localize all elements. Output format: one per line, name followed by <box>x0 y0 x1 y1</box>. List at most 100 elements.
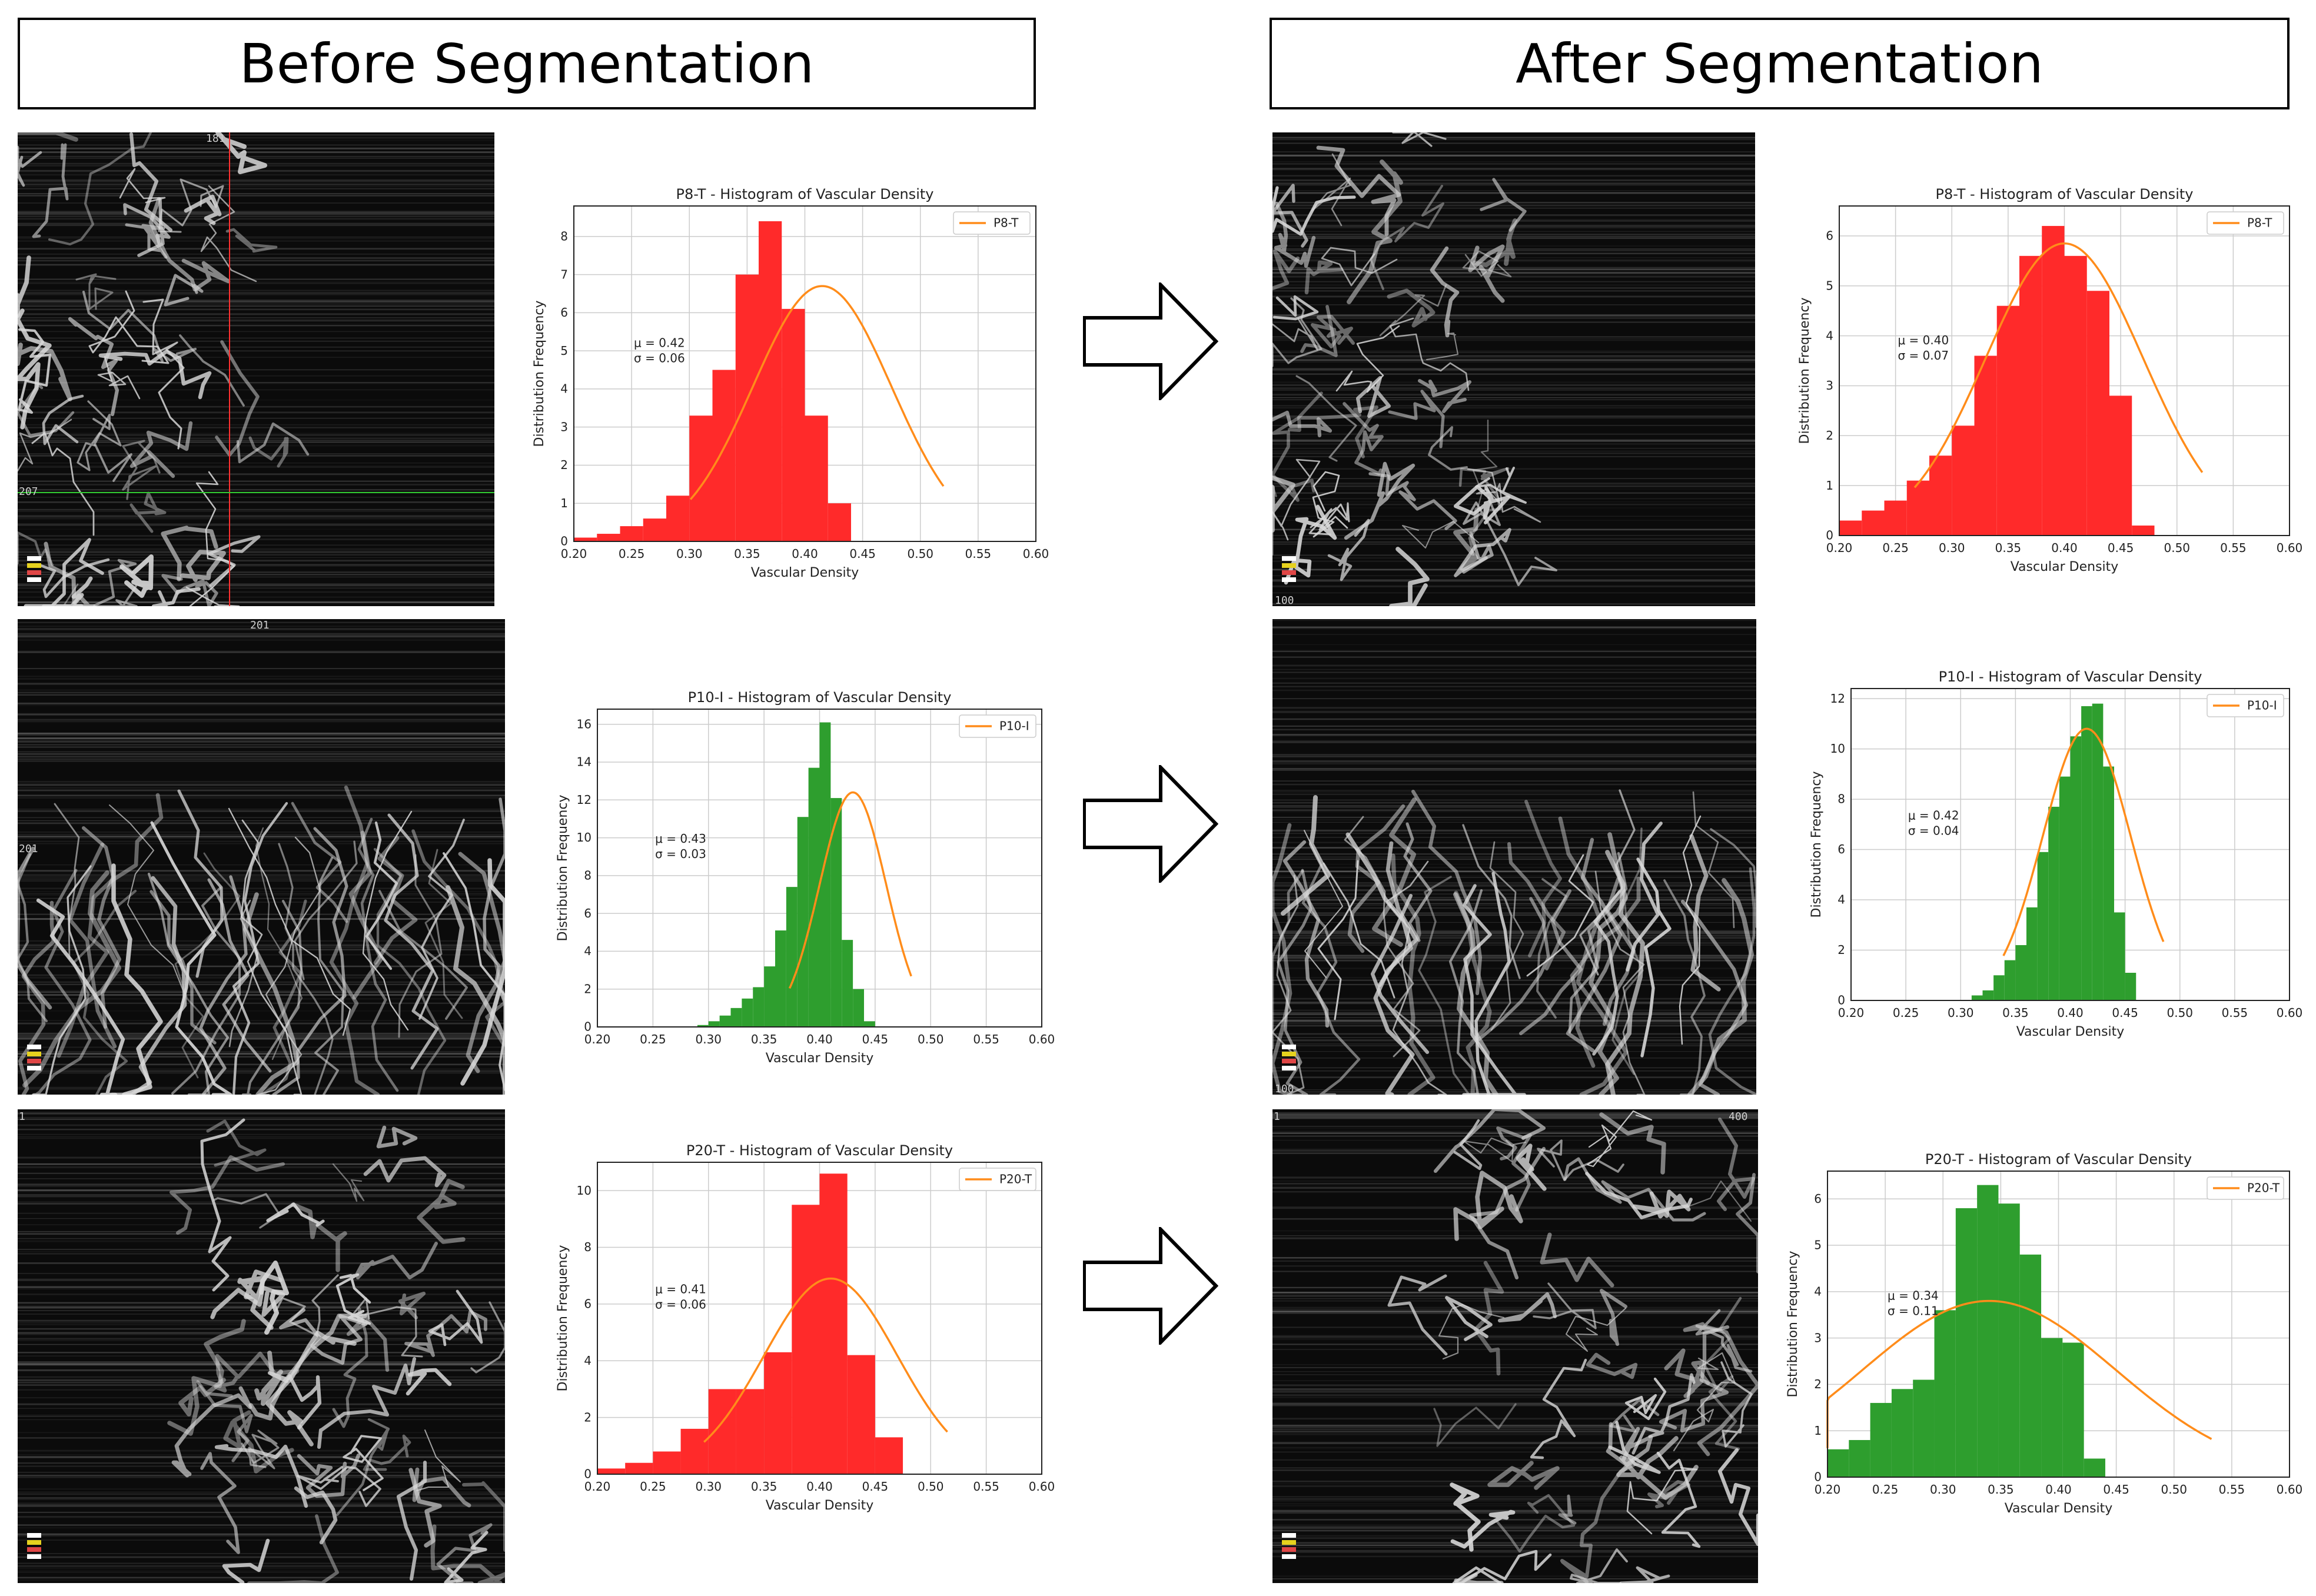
oct-label: 201 <box>19 843 38 855</box>
x-tick-label: 0.45 <box>849 547 876 561</box>
histogram-bar <box>1839 520 1862 536</box>
stat-annotation: σ = 0.03 <box>655 847 706 861</box>
stat-annotation: σ = 0.04 <box>1908 824 1959 838</box>
x-tick-label: 0.45 <box>2103 1482 2129 1497</box>
histogram-bar <box>828 503 851 541</box>
y-tick-label: 5 <box>1814 1238 1822 1252</box>
x-tick-label: 0.45 <box>862 1032 889 1046</box>
stat-annotation: μ = 0.40 <box>1898 333 1949 347</box>
oct-image-after-p20-t: 1 400 <box>1272 1109 1758 1583</box>
x-tick-label: 0.60 <box>1029 1479 1055 1494</box>
y-tick-label: 0 <box>1814 1470 1822 1484</box>
y-tick-label: 2 <box>1814 1377 1822 1391</box>
stat-annotation: μ = 0.41 <box>655 1282 706 1296</box>
histogram-bar <box>680 1428 709 1474</box>
y-tick-label: 6 <box>1837 842 1845 856</box>
x-tick-label: 0.25 <box>640 1479 666 1494</box>
y-tick-label: 2 <box>1837 943 1845 957</box>
histogram-bar <box>842 940 853 1027</box>
x-tick-label: 0.25 <box>619 547 645 561</box>
oct-image-before-p20-t: 1 <box>18 1109 505 1583</box>
histogram-bar <box>597 534 620 541</box>
histogram-bar <box>1884 500 1907 536</box>
right-arrow-row-1 <box>1083 282 1218 400</box>
arrow-shape <box>1083 282 1218 400</box>
oct-label: 207 <box>19 486 38 498</box>
oct-texture <box>1272 620 1756 1095</box>
oct-label: 1 <box>1274 1110 1280 1123</box>
oct-label: 100 <box>1275 594 1294 606</box>
x-axis-label: Vascular Density <box>2005 1501 2113 1516</box>
y-tick-label: 8 <box>584 1240 592 1254</box>
histogram-bar <box>1998 1203 2020 1477</box>
oct-image-after-p10-i: 100 <box>1272 619 1756 1095</box>
x-tick-label: 0.55 <box>2219 1482 2245 1497</box>
normal-fit-curve <box>689 285 945 500</box>
histogram-before-p10-i: P10-I - Histogram of Vascular Density 0.2… <box>541 680 1055 1074</box>
y-tick-label: 0 <box>560 534 568 548</box>
y-tick-label: 0 <box>584 1467 592 1481</box>
legend-box <box>959 714 1036 738</box>
histogram-bar <box>1952 425 1975 536</box>
right-arrow-row-3 <box>1083 1227 1218 1345</box>
histogram-bar <box>847 1355 875 1474</box>
x-tick-label: 0.30 <box>695 1479 722 1494</box>
stat-annotation: σ = 0.06 <box>634 351 685 365</box>
y-tick-label: 6 <box>1826 229 1833 243</box>
plot-frame <box>1839 205 2290 536</box>
y-tick-label: 8 <box>584 869 592 883</box>
chart-svg: P10-I - Histogram of Vascular Density 0.2… <box>556 689 1055 1066</box>
stat-annotation: μ = 0.43 <box>655 832 706 846</box>
histogram-bar <box>819 1173 848 1474</box>
oct-label: 400 <box>1729 1110 1748 1123</box>
histogram-bar <box>830 798 842 1027</box>
histogram-bar <box>2109 395 2132 536</box>
oct-texture <box>1272 1109 1758 1583</box>
legend-box <box>2207 694 2284 717</box>
y-tick-label: 6 <box>584 906 592 920</box>
histogram-after-p10-i: P10-I - Histogram of Vascular Density 0.2… <box>1795 659 2302 1048</box>
x-tick-label: 0.20 <box>1815 1482 1841 1497</box>
arrow-shape <box>1083 1227 1218 1345</box>
legend-label: P8-T <box>993 216 1019 230</box>
legend-label: P20-T <box>999 1172 1032 1186</box>
y-tick-label: 4 <box>584 1354 592 1368</box>
histogram-bar <box>1955 1208 1978 1477</box>
x-tick-label: 0.45 <box>2108 541 2134 555</box>
normal-fit-curve <box>703 1277 948 1443</box>
histogram-bar <box>808 767 820 1027</box>
oct-image-after-p8-t: 100 <box>1272 132 1755 606</box>
histogram-bar <box>2064 255 2087 536</box>
x-tick-label: 0.25 <box>1872 1482 1899 1497</box>
histogram-bar <box>625 1462 653 1474</box>
x-tick-label: 0.55 <box>965 547 992 561</box>
y-tick-label: 2 <box>584 982 592 996</box>
legend-box <box>2207 211 2284 235</box>
y-tick-label: 5 <box>560 344 568 358</box>
before-header-text: Before Segmentation <box>239 32 815 95</box>
x-tick-label: 0.40 <box>806 1032 833 1046</box>
chart-title: P8-T - Histogram of Vascular Density <box>676 186 934 202</box>
x-tick-label: 0.20 <box>584 1032 611 1046</box>
chart-title: P8-T - Histogram of Vascular Density <box>1936 186 2194 202</box>
x-tick-label: 0.30 <box>1948 1006 1974 1020</box>
histogram-bar <box>708 1021 720 1027</box>
oct-texture <box>1272 132 1755 606</box>
histogram-bar <box>742 998 753 1027</box>
y-axis-label: Distribution Frequency <box>1786 1251 1800 1398</box>
y-tick-label: 6 <box>560 305 568 320</box>
histogram-bar <box>597 1468 626 1474</box>
histogram-bar <box>1977 1185 1999 1477</box>
chart-title: P10-I - Histogram of Vascular Density <box>1939 669 2202 685</box>
histogram-bar <box>719 1015 731 1027</box>
legend-label: P10-I <box>999 719 1029 733</box>
histogram-bar <box>775 930 786 1027</box>
histogram-bar <box>1862 510 1885 536</box>
y-tick-label: 12 <box>577 793 592 807</box>
x-tick-label: 0.35 <box>751 1032 777 1046</box>
histogram-bar <box>1827 1449 1849 1477</box>
x-tick-label: 0.20 <box>584 1479 611 1494</box>
x-tick-label: 0.25 <box>640 1032 666 1046</box>
histogram-bar <box>805 415 828 541</box>
x-tick-label: 0.30 <box>676 547 703 561</box>
